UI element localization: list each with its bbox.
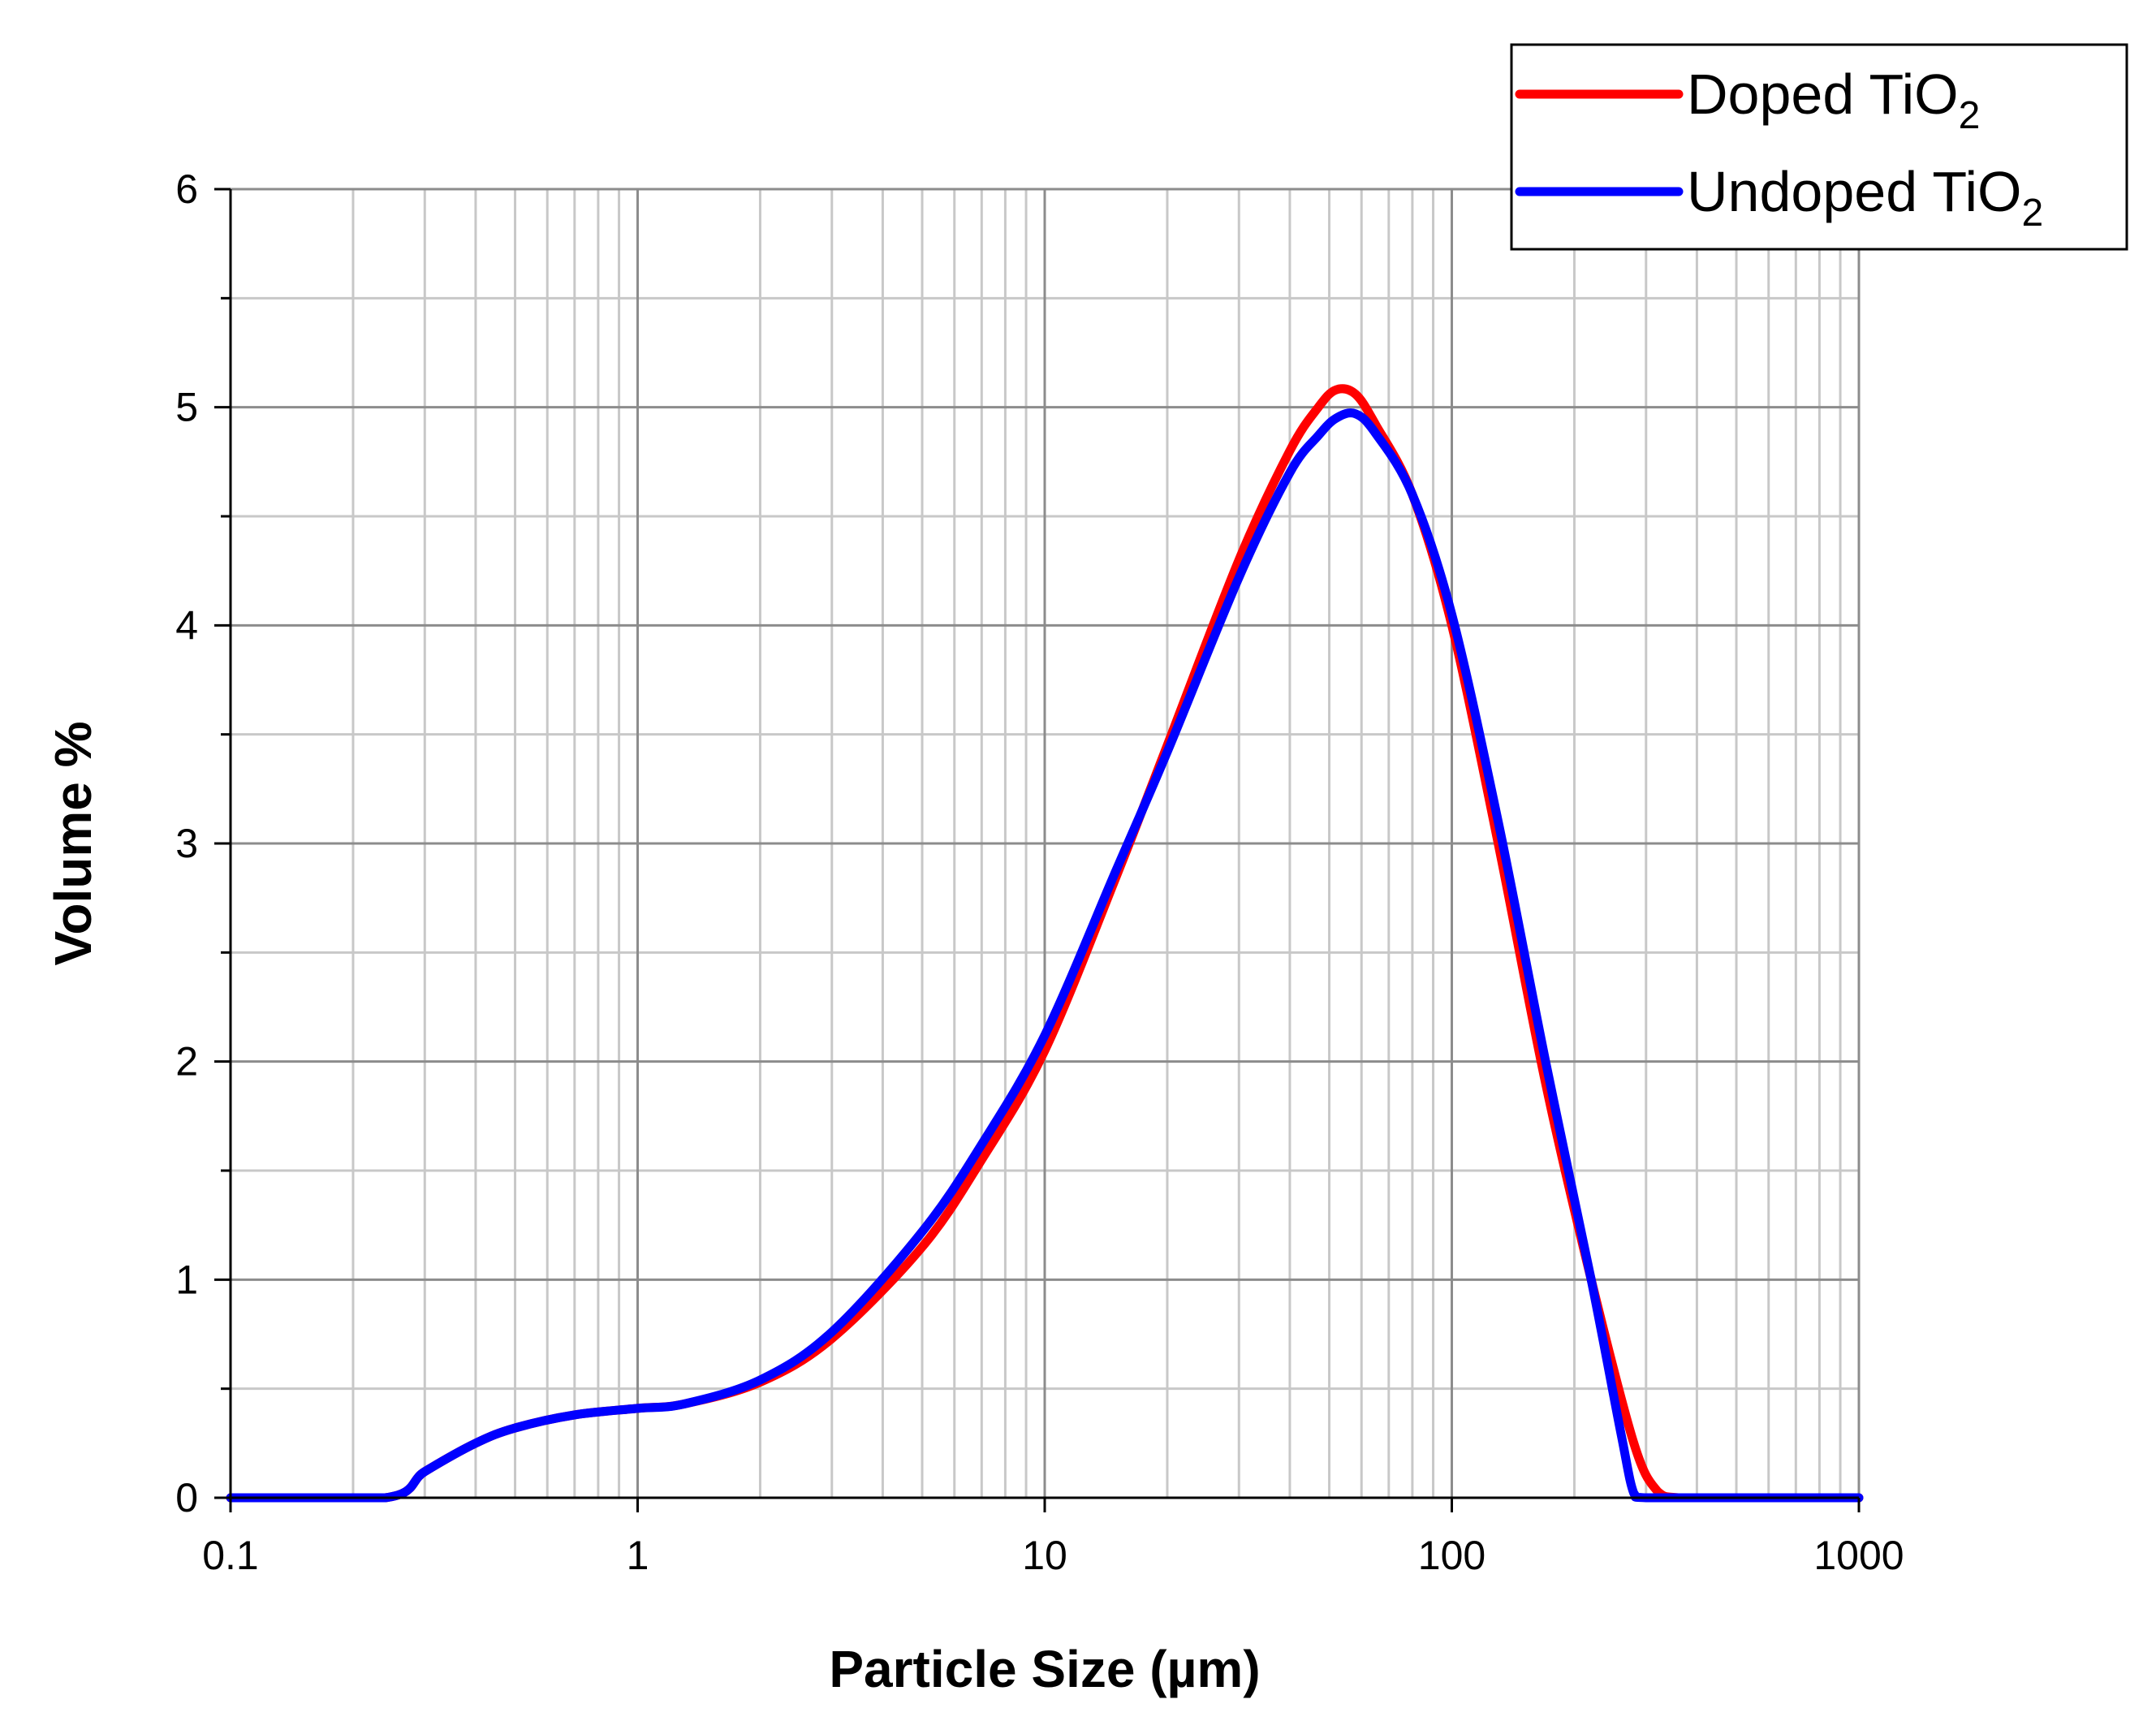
y-tick-label: 2 — [175, 1039, 198, 1085]
x-tick-label: 0.1 — [202, 1533, 259, 1578]
legend-label-undoped: Undoped TiO2 — [1687, 160, 2043, 235]
legend: Doped TiO2 Undoped TiO2 — [1510, 43, 2128, 251]
series-line-undoped — [226, 408, 1864, 1503]
x-tick-label: 1000 — [1813, 1533, 1904, 1578]
y-tick-label: 1 — [175, 1257, 198, 1302]
y-tick-label: 3 — [175, 821, 198, 866]
x-tick-label: 100 — [1418, 1533, 1485, 1578]
legend-label-doped: Doped TiO2 — [1687, 63, 1980, 137]
x-tick-label: 1 — [627, 1533, 649, 1578]
tick-labels: 0.1 1 10 100 1000 0 1 2 3 4 5 6 — [175, 166, 1904, 1578]
y-tick-label: 6 — [175, 166, 198, 212]
x-tick-label: 10 — [1022, 1533, 1067, 1578]
y-axis-title: Volume % — [44, 721, 102, 965]
series-lines — [226, 384, 1864, 1503]
y-tick-label: 0 — [175, 1475, 198, 1520]
major-gridlines — [231, 188, 1861, 1498]
ticks — [214, 188, 1861, 1512]
y-tick-label: 4 — [175, 602, 198, 648]
legend-box — [1510, 43, 2128, 251]
x-axis-title: Particle Size (µm) — [829, 1640, 1260, 1698]
y-tick-label: 5 — [175, 385, 198, 430]
